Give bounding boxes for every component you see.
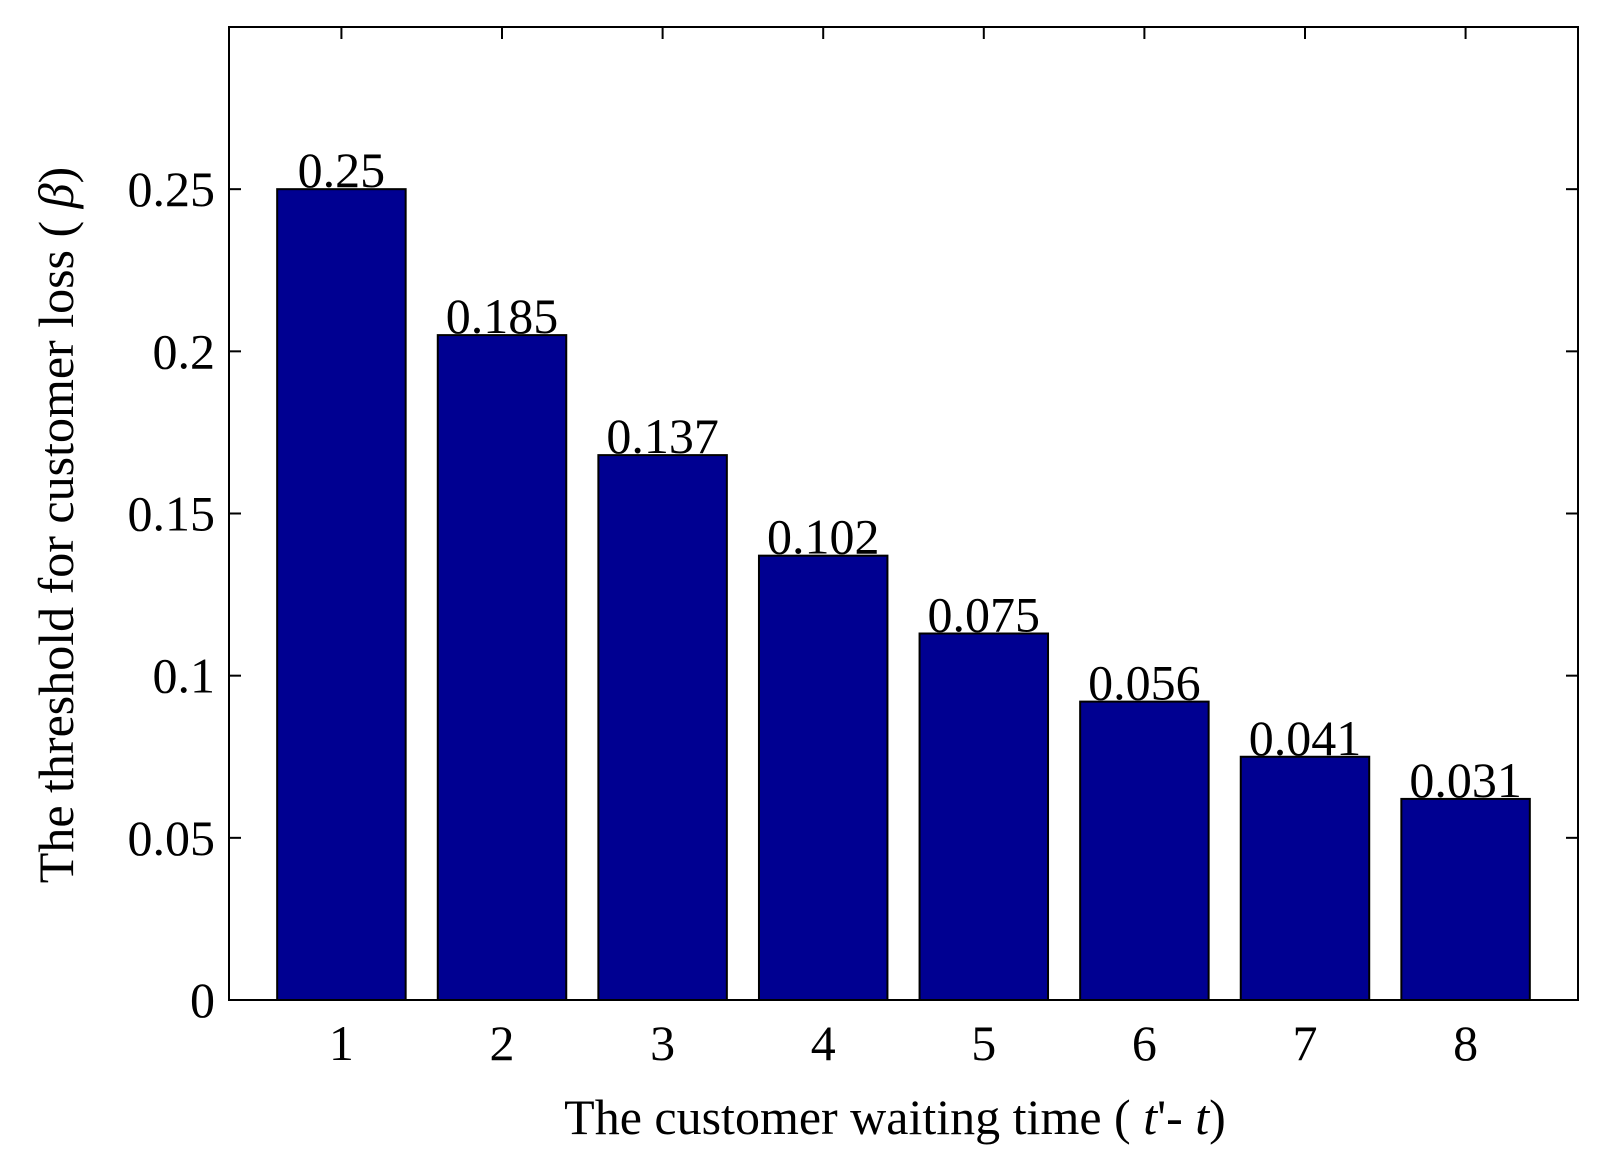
data-label: 0.137	[606, 408, 719, 464]
x-tick-label: 6	[1132, 1015, 1157, 1071]
bar	[1239, 755, 1371, 1001]
data-label: 0.041	[1249, 710, 1362, 766]
x-tick-label: 8	[1453, 1015, 1478, 1071]
x-axis-label: The customer waiting time ( t'- t)	[564, 1089, 1226, 1145]
x-tick-label: 4	[811, 1015, 836, 1071]
y-axis-ticks	[229, 188, 1578, 1001]
y-tick-label: 0.2	[153, 323, 216, 379]
y-tick-label: 0.15	[128, 486, 216, 542]
x-tick-label: 2	[490, 1015, 515, 1071]
x-tick-label: 1	[329, 1015, 354, 1071]
bar	[436, 334, 568, 1002]
bar	[1079, 700, 1210, 1001]
data-label: 0.185	[446, 288, 559, 344]
bar	[1400, 797, 1531, 1001]
x-tick-label: 5	[971, 1015, 996, 1071]
y-tick-label: 0.1	[153, 648, 216, 704]
data-labels: 0.25 0.185 0.137 0.102 0.075 0.056 0.041 0.031	[298, 142, 1522, 808]
y-tick-label: 0.25	[128, 161, 216, 217]
y-axis-tick-labels: 0 0.05 0.1 0.15 0.2 0.25	[128, 161, 216, 1028]
data-label: 0.25	[298, 142, 386, 198]
x-tick-label: 7	[1292, 1015, 1317, 1071]
data-label: 0.102	[767, 509, 880, 565]
bar	[597, 454, 728, 1001]
y-axis-label: The threshold for customer loss ( β)	[28, 167, 84, 883]
y-tick-label: 0.05	[128, 810, 216, 866]
bars	[276, 188, 1531, 1002]
data-label: 0.031	[1409, 752, 1522, 808]
x-axis-tick-labels: 1 2 3 4 5 6 7 8	[329, 1015, 1478, 1071]
plot-area	[228, 26, 1579, 1001]
bar	[276, 188, 407, 1001]
data-label: 0.075	[928, 587, 1041, 643]
y-tick-label: 0	[190, 972, 215, 1028]
x-tick-label: 3	[650, 1015, 675, 1071]
bar	[918, 632, 1050, 1002]
bar	[757, 554, 889, 1001]
data-label: 0.056	[1088, 655, 1201, 711]
